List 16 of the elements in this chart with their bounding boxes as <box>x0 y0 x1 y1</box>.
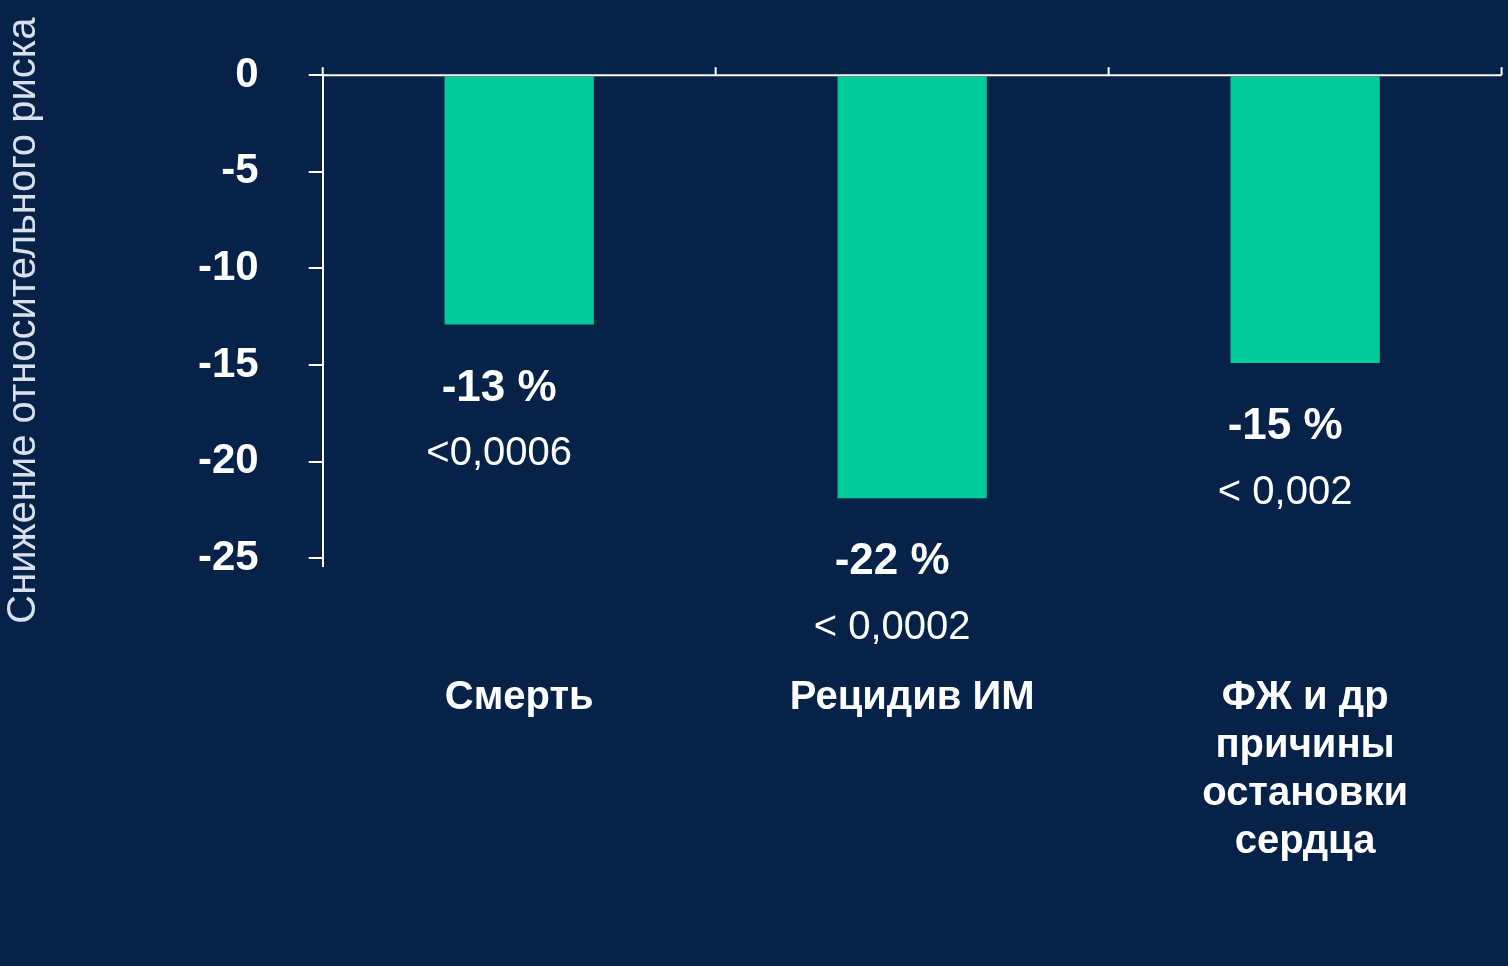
annotation: < 0,002 <box>1217 468 1353 513</box>
y-tick-label: -25 <box>198 531 259 579</box>
x-tick-label: Рецидив ИМ <box>789 673 1035 718</box>
y-tick-label: -5 <box>221 145 259 193</box>
y-axis-title: Снижение относительного риска <box>0 16 44 624</box>
data-label: -15 % <box>1227 399 1343 449</box>
data-label: -13 % <box>441 360 557 410</box>
data-label: -22 % <box>834 534 950 584</box>
y-tick-label: -20 <box>198 435 259 483</box>
y-tick-label: 0 <box>235 48 259 96</box>
annotation: < 0,0002 <box>813 603 971 648</box>
annotation: <0,0006 <box>426 429 573 474</box>
x-tick-label: Смерть <box>444 673 594 718</box>
y-tick-label: -15 <box>198 338 259 386</box>
x-tick-label: ФЖ и др причины остановки сердца <box>1202 673 1408 862</box>
y-tick-label: -10 <box>198 242 259 290</box>
